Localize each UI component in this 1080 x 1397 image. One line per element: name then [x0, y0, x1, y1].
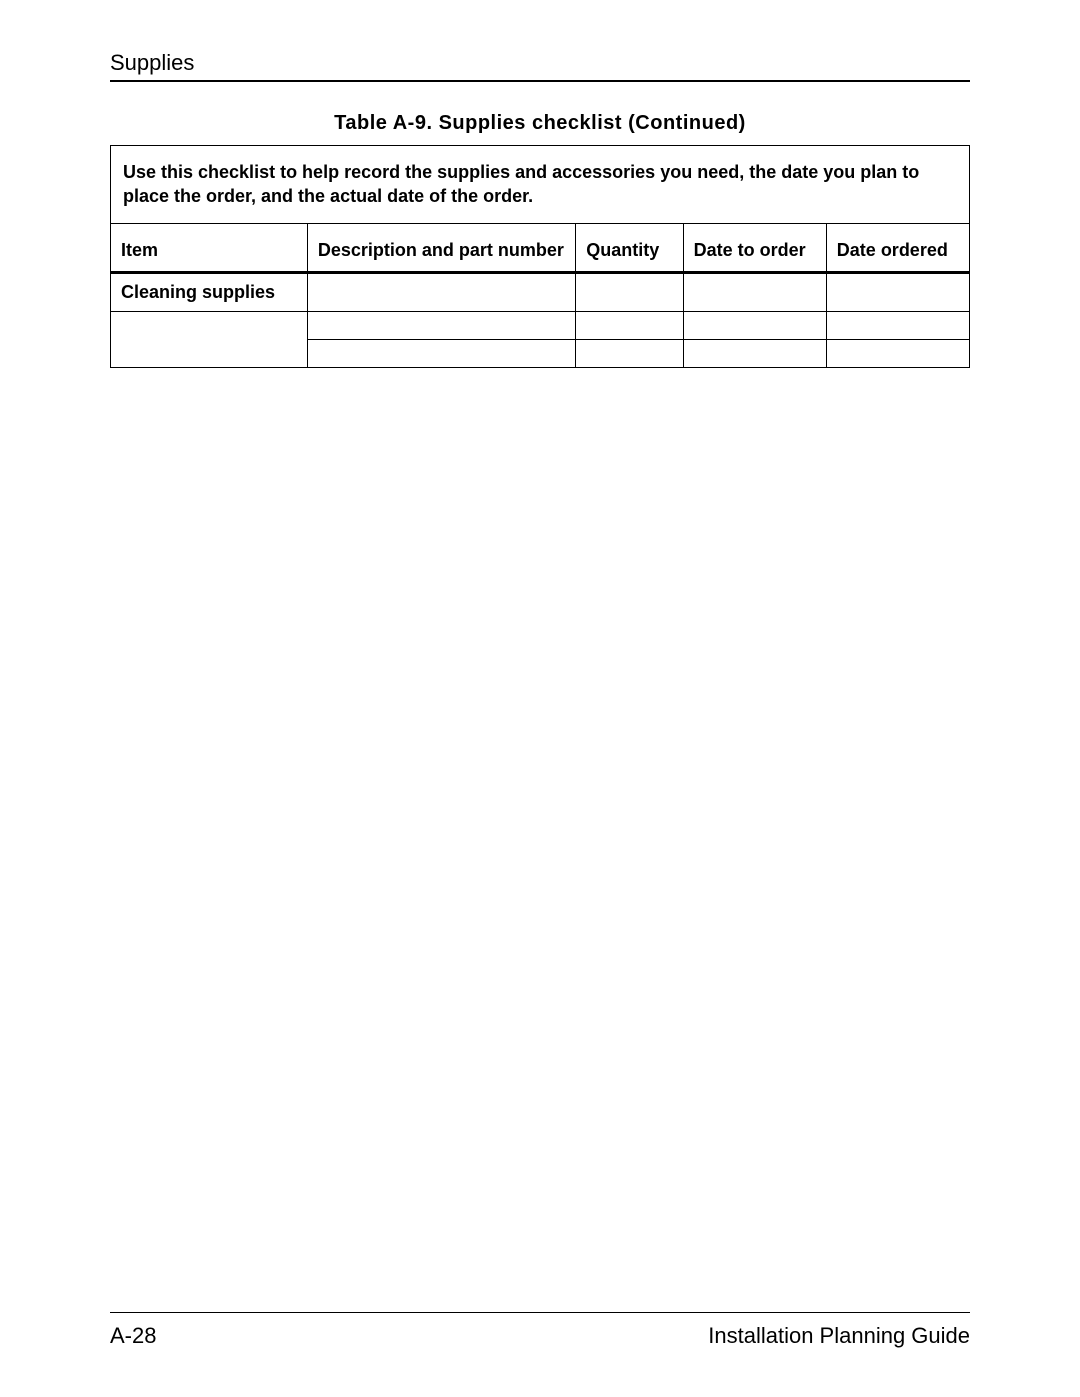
doc-title: Installation Planning Guide	[708, 1323, 970, 1349]
cell-date-ordered	[826, 312, 969, 340]
page-number: A-28	[110, 1323, 156, 1349]
cell-quantity	[576, 340, 683, 368]
table-instructions: Use this checklist to help record the su…	[111, 146, 970, 224]
table-header-row: Item Description and part number Quantit…	[111, 223, 970, 273]
footer-row: A-28 Installation Planning Guide	[110, 1323, 970, 1349]
column-header-date-to-order: Date to order	[683, 223, 826, 273]
category-desc-empty	[307, 273, 575, 312]
cell-quantity	[576, 312, 683, 340]
footer-rule	[110, 1312, 970, 1313]
category-label: Cleaning supplies	[111, 273, 308, 312]
cell-description	[307, 312, 575, 340]
category-qty-empty	[576, 273, 683, 312]
column-header-item: Item	[111, 223, 308, 273]
table-category-row: Cleaning supplies	[111, 273, 970, 312]
section-title: Supplies	[110, 50, 970, 82]
column-header-quantity: Quantity	[576, 223, 683, 273]
table-row	[111, 312, 970, 340]
cell-date-to-order	[683, 340, 826, 368]
category-dateto-empty	[683, 273, 826, 312]
table-title: Table A-9. Supplies checklist (Continued…	[110, 112, 970, 135]
page-footer: A-28 Installation Planning Guide	[110, 1312, 970, 1349]
category-dateord-empty	[826, 273, 969, 312]
cell-date-ordered	[826, 340, 969, 368]
cell-date-to-order	[683, 312, 826, 340]
table-instructions-row: Use this checklist to help record the su…	[111, 146, 970, 224]
supplies-checklist-table: Use this checklist to help record the su…	[110, 145, 970, 368]
cell-description	[307, 340, 575, 368]
merged-item-cell	[111, 312, 308, 368]
column-header-description: Description and part number	[307, 223, 575, 273]
column-header-date-ordered: Date ordered	[826, 223, 969, 273]
